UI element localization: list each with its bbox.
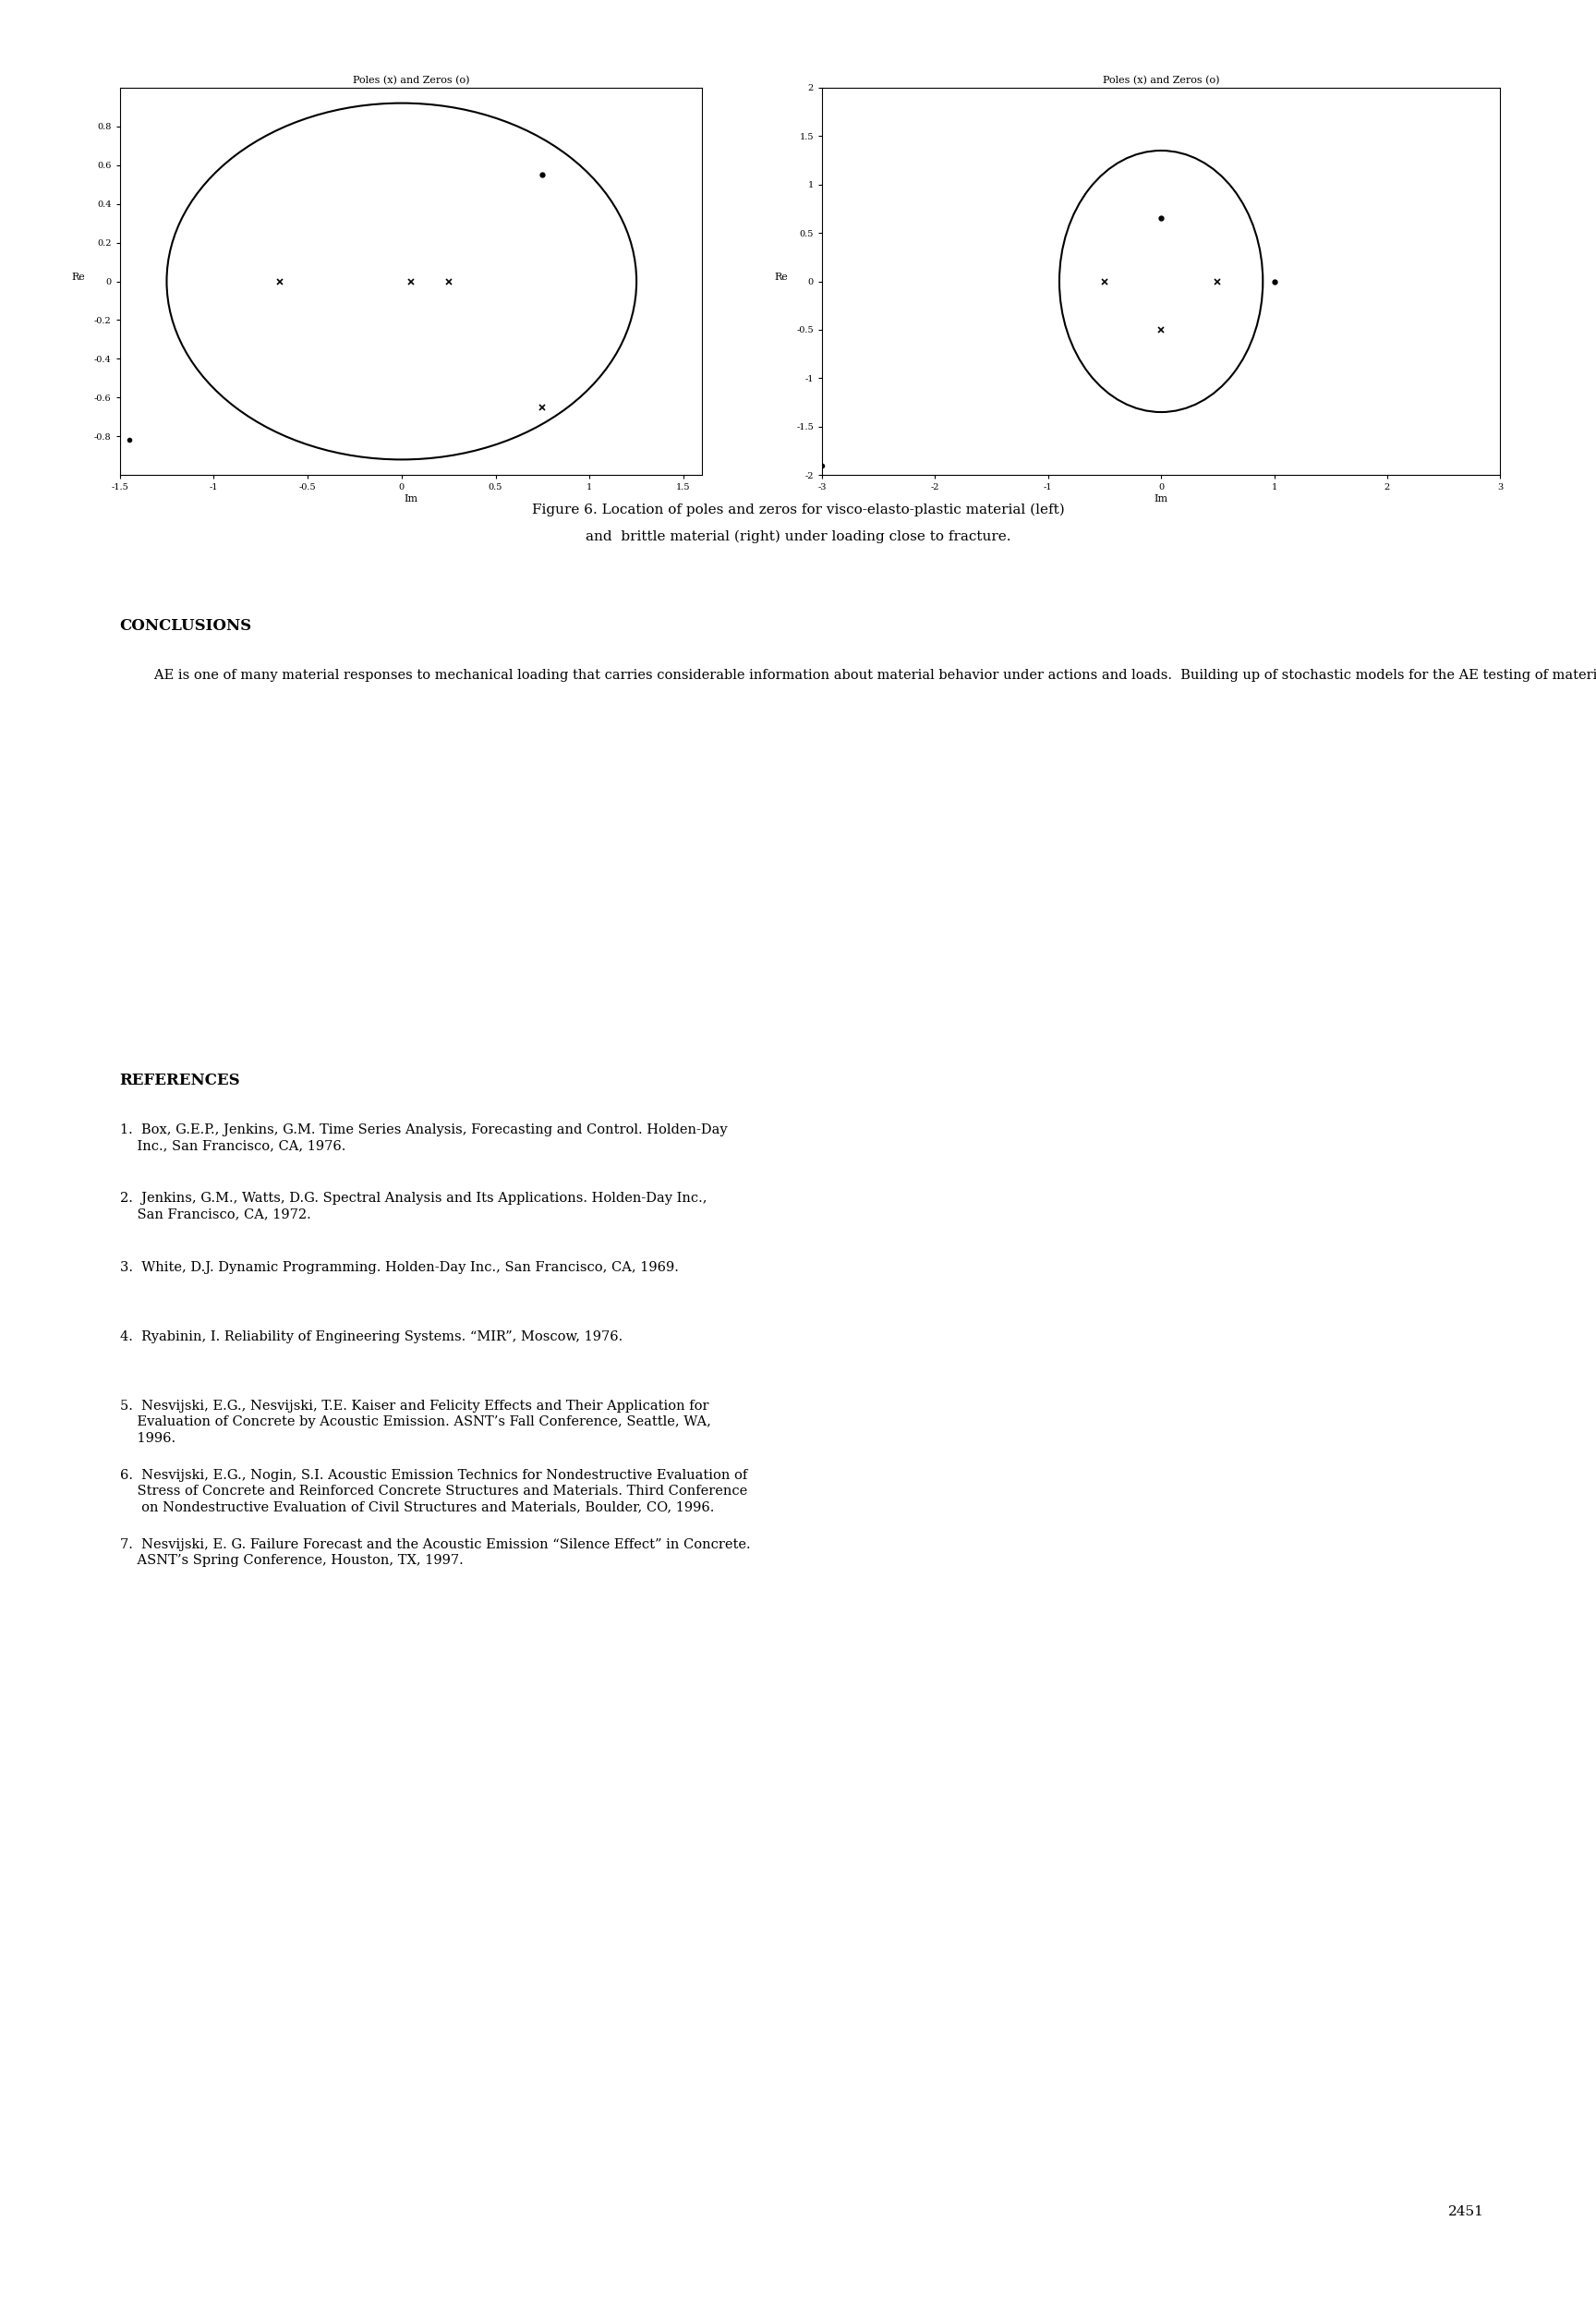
Text: 4.  Ryabinin, I. Reliability of Engineering Systems. “MIR”, Moscow, 1976.: 4. Ryabinin, I. Reliability of Engineeri… — [120, 1331, 622, 1344]
Title: Poles (x) and Zeros (o): Poles (x) and Zeros (o) — [1103, 76, 1219, 85]
Text: and  brittle material (right) under loading close to fracture.: and brittle material (right) under loadi… — [586, 530, 1010, 544]
Y-axis label: Re: Re — [72, 272, 86, 281]
Text: 6.  Nesvijski, E.G., Nogin, S.I. Acoustic Emission Technics for Nondestructive E: 6. Nesvijski, E.G., Nogin, S.I. Acoustic… — [120, 1469, 747, 1513]
Text: 1.  Box, G.E.P., Jenkins, G.M. Time Series Analysis, Forecasting and Control. Ho: 1. Box, G.E.P., Jenkins, G.M. Time Serie… — [120, 1123, 728, 1153]
Title: Poles (x) and Zeros (o): Poles (x) and Zeros (o) — [353, 76, 469, 85]
Text: 3.  White, D.J. Dynamic Programming. Holden-Day Inc., San Francisco, CA, 1969.: 3. White, D.J. Dynamic Programming. Hold… — [120, 1261, 678, 1275]
Y-axis label: Re: Re — [774, 272, 788, 281]
X-axis label: Im: Im — [404, 493, 418, 503]
Text: 2451: 2451 — [1449, 2205, 1484, 2218]
Text: AE is one of many material responses to mechanical loading that carries consider: AE is one of many material responses to … — [120, 669, 1596, 683]
Text: Figure 6. Location of poles and zeros for visco-elasto-plastic material (left): Figure 6. Location of poles and zeros fo… — [531, 503, 1065, 517]
Text: REFERENCES: REFERENCES — [120, 1072, 241, 1088]
Text: 5.  Nesvijski, E.G., Nesvijski, T.E. Kaiser and Felicity Effects and Their Appli: 5. Nesvijski, E.G., Nesvijski, T.E. Kais… — [120, 1400, 710, 1444]
Text: 7.  Nesvijski, E. G. Failure Forecast and the Acoustic Emission “Silence Effect”: 7. Nesvijski, E. G. Failure Forecast and… — [120, 1538, 750, 1568]
Text: CONCLUSIONS: CONCLUSIONS — [120, 618, 252, 634]
Text: 2.  Jenkins, G.M., Watts, D.G. Spectral Analysis and Its Applications. Holden-Da: 2. Jenkins, G.M., Watts, D.G. Spectral A… — [120, 1192, 707, 1222]
X-axis label: Im: Im — [1154, 493, 1168, 503]
